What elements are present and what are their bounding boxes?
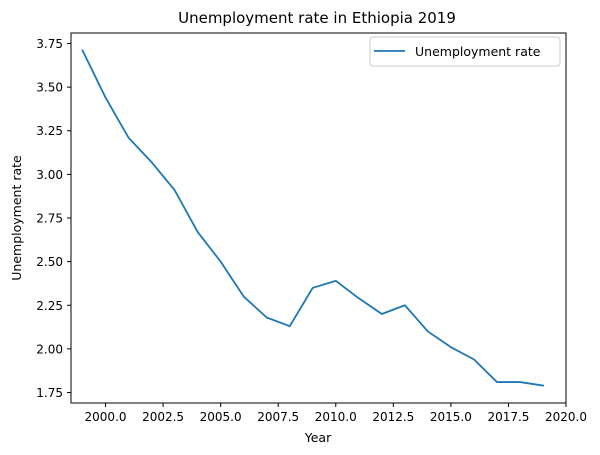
- legend: Unemployment rate: [369, 36, 561, 67]
- y-tick-label: 3.25: [36, 124, 63, 138]
- x-tick-label: 2000.0: [85, 410, 127, 424]
- x-axis-label: Year: [304, 430, 332, 445]
- x-tick-label: 2010.0: [315, 410, 357, 424]
- y-axis-label: Unemployment rate: [9, 155, 24, 281]
- chart-title: Unemployment rate in Ethiopia 2019: [178, 9, 456, 27]
- y-tick-label: 3.50: [36, 81, 63, 95]
- x-tick-label: 2015.0: [430, 410, 472, 424]
- y-axis-ticks: 1.75 2.00 2.25 2.50 2.75 3.00 3.25 3.50 3.75: [36, 37, 71, 400]
- y-tick-label: 3.75: [36, 37, 63, 51]
- legend-entry-unemployment-rate: Unemployment rate: [415, 44, 541, 59]
- y-tick-label: 1.75: [36, 386, 63, 400]
- series-layer: [81, 49, 545, 387]
- x-tick-label: 2017.5: [487, 410, 529, 424]
- x-tick-label: 2005.0: [200, 410, 242, 424]
- x-tick-label: 2012.5: [372, 410, 414, 424]
- x-tick-label: 2007.5: [257, 410, 299, 424]
- y-tick-label: 2.75: [36, 212, 63, 226]
- series-line-unemployment-rate: [81, 49, 545, 387]
- legend-frame: [369, 36, 561, 67]
- y-tick-label: 2.00: [36, 342, 63, 356]
- x-axis-ticks: 2000.0 2002.5 2005.0 2007.5 2010.0 2012.5 2015…: [85, 403, 587, 424]
- y-tick-label: 2.25: [36, 299, 63, 313]
- y-tick-label: 3.00: [36, 168, 63, 182]
- y-tick-label: 2.50: [36, 255, 63, 269]
- x-tick-label: 2020.0: [545, 410, 587, 424]
- x-tick-label: 2002.5: [142, 410, 184, 424]
